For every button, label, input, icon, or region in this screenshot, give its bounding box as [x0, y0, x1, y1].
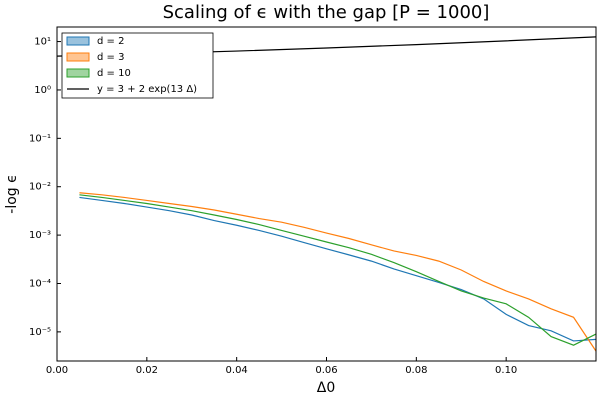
x-tick-label: 0.06 — [315, 365, 337, 376]
y-tick-label: 10⁻¹ — [29, 133, 51, 144]
y-tick-label: 10⁻⁵ — [29, 327, 51, 338]
chart-title: Scaling of ϵ with the gap [P = 1000] — [163, 2, 490, 23]
x-tick-label: 0.02 — [136, 365, 158, 376]
plot-frame — [56, 26, 597, 362]
x-tick-label: 0.00 — [46, 365, 68, 376]
y-tick-label: 10⁻⁴ — [29, 278, 51, 289]
series-line — [79, 196, 596, 342]
x-tick-label: 0.08 — [405, 365, 427, 376]
legend-label: d = 2 — [97, 36, 124, 47]
legend-patch — [66, 52, 90, 62]
y-axis-label: -log ϵ — [4, 174, 20, 213]
series-line — [79, 194, 596, 346]
legend-patch — [66, 36, 90, 46]
y-tick-label: 10⁰ — [34, 85, 51, 96]
legend-label: y = 3 + 2 exp(13 Δ) — [97, 84, 197, 95]
x-axis-label: Δ0 — [317, 380, 335, 396]
y-tick-label: 10⁻³ — [29, 230, 51, 241]
legend-box — [61, 32, 214, 99]
x-tick-label: 0.10 — [495, 365, 517, 376]
legend-patch — [66, 68, 90, 78]
legend-label: d = 10 — [97, 68, 131, 79]
legend-label: d = 3 — [97, 52, 124, 63]
series-line — [79, 192, 596, 352]
y-tick-label: 10¹ — [34, 37, 51, 48]
x-tick-label: 0.04 — [226, 365, 248, 376]
y-tick-label: 10⁻² — [29, 182, 51, 193]
